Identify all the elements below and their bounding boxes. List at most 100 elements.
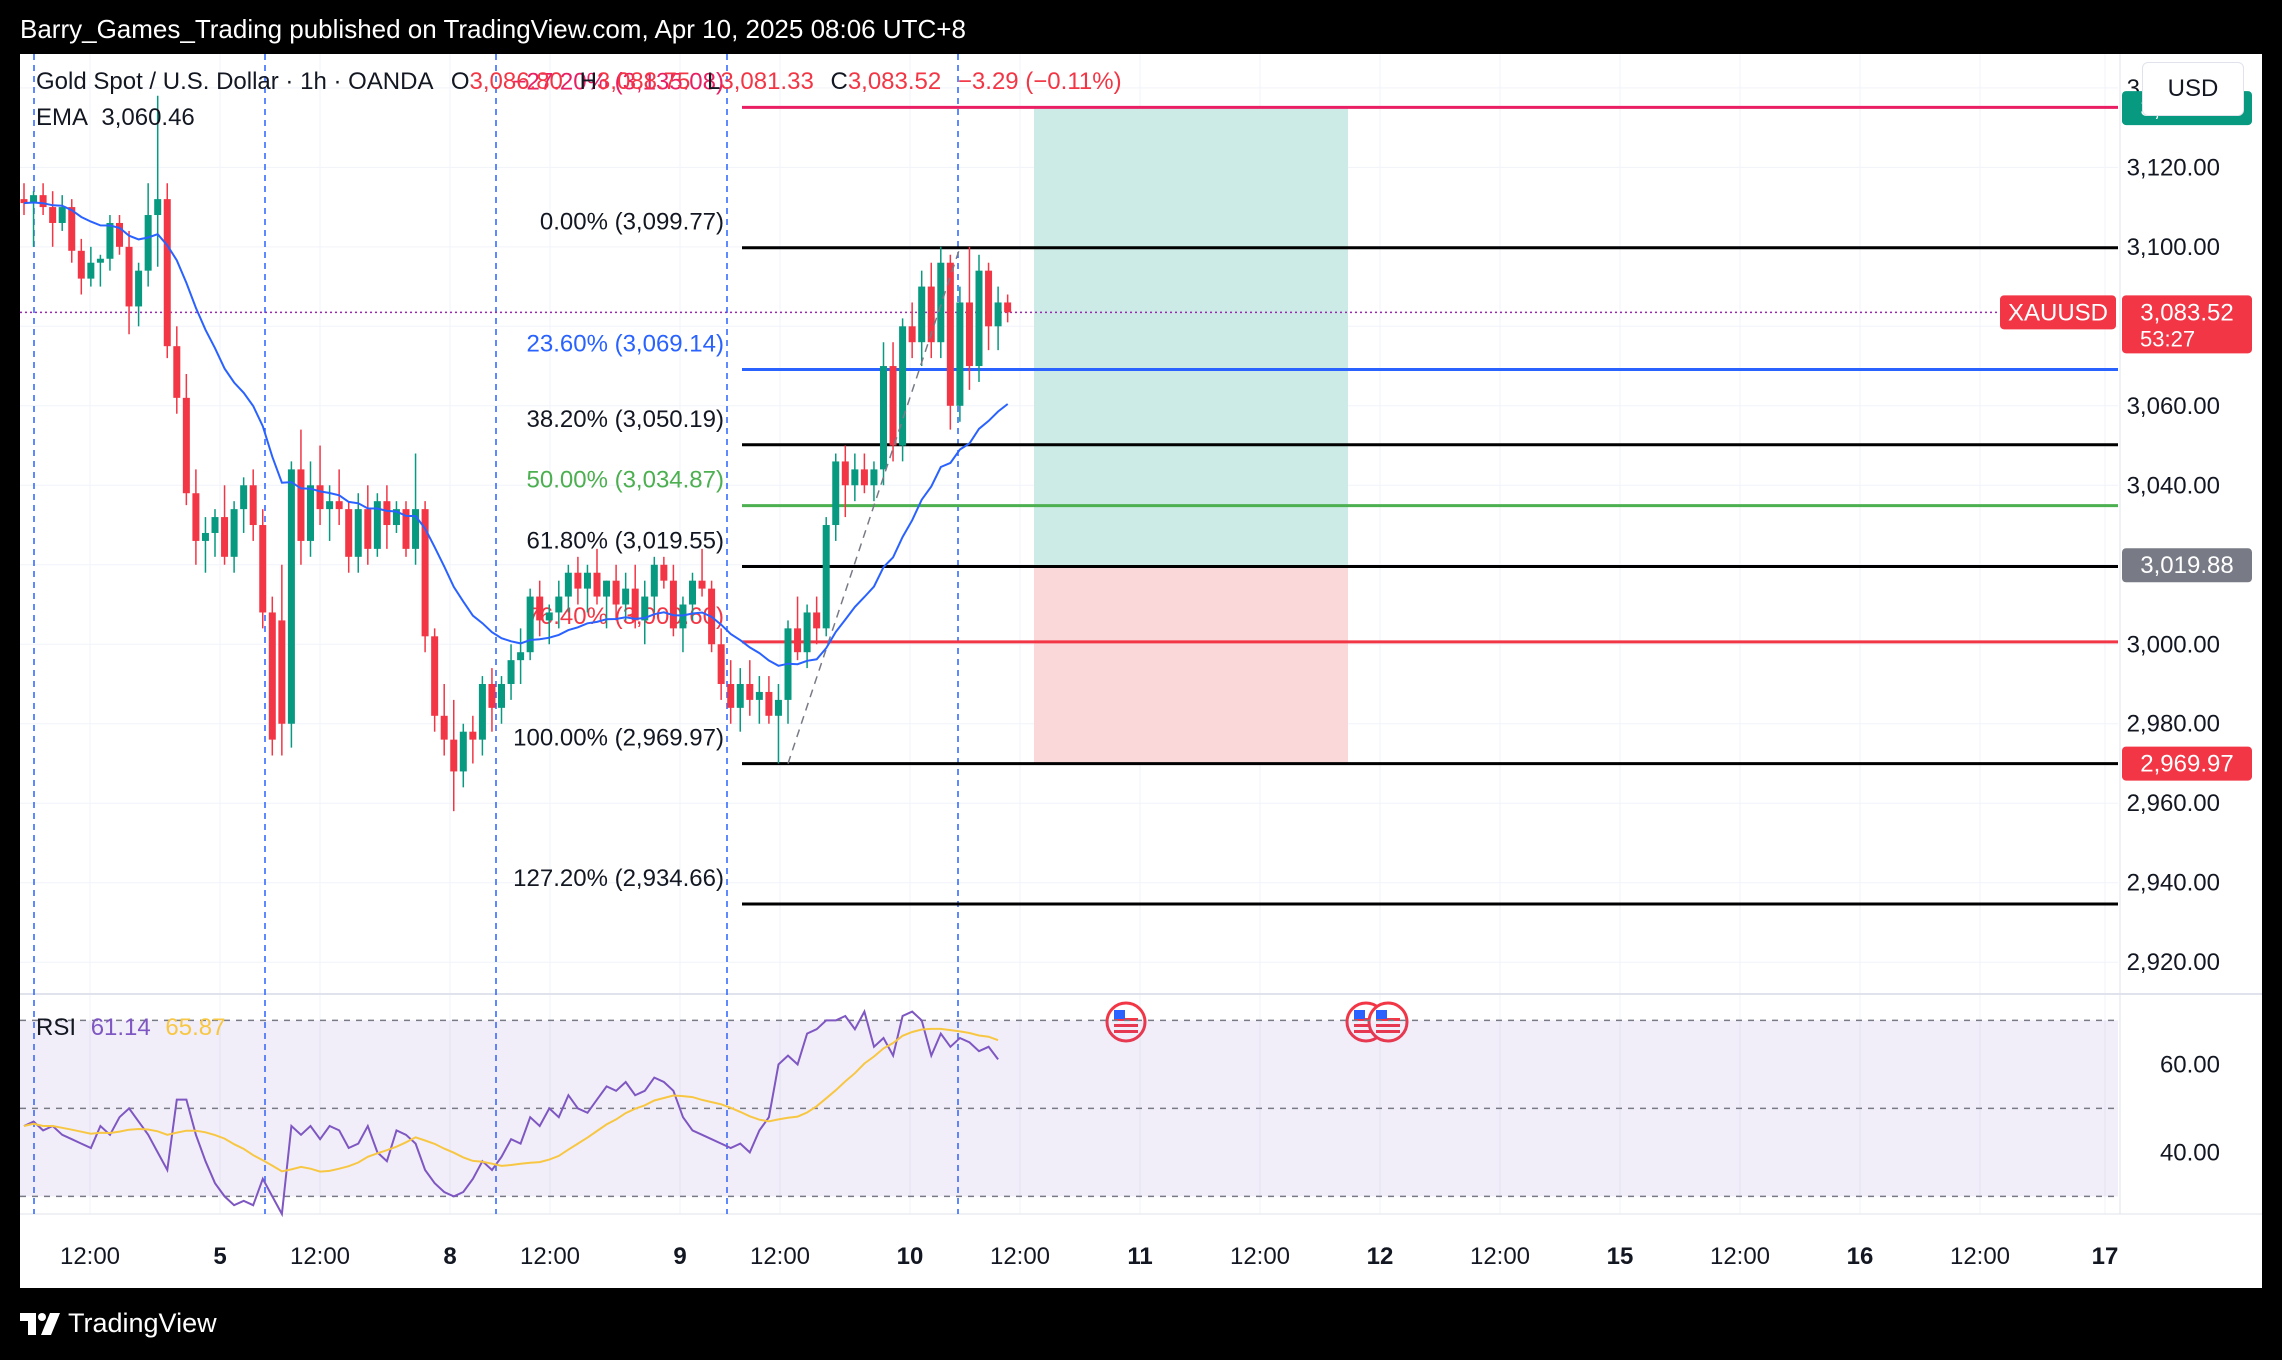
us-flag-stripe bbox=[1114, 1018, 1138, 1021]
candle-body bbox=[908, 326, 916, 343]
rsi-legend: RSI 61.14 65.87 bbox=[36, 1014, 225, 1042]
candle-body bbox=[259, 525, 267, 613]
candle-body bbox=[736, 684, 744, 708]
fib-level-label: 50.00% (3,034.87) bbox=[527, 467, 724, 494]
candle-body bbox=[612, 580, 620, 605]
candle-body bbox=[536, 596, 544, 621]
time-axis-label: 12:00 bbox=[1950, 1243, 2010, 1270]
time-axis-label: 12:00 bbox=[60, 1243, 120, 1270]
time-axis-label: 12:00 bbox=[990, 1243, 1050, 1270]
candle-body bbox=[106, 222, 114, 259]
candle-body bbox=[116, 222, 123, 247]
candle-body bbox=[803, 612, 811, 653]
us-flag-canton bbox=[1354, 1010, 1365, 1019]
rsi-axis-label: 40.00 bbox=[2160, 1139, 2220, 1166]
candle-body bbox=[555, 596, 563, 613]
ema-label: EMA bbox=[36, 104, 87, 131]
candle-body bbox=[985, 270, 993, 327]
symbol-title: Gold Spot / U.S. Dollar · 1h · OANDA bbox=[36, 68, 433, 95]
price-tag bbox=[2122, 548, 2252, 583]
time-axis-label: 12:00 bbox=[1710, 1243, 1770, 1270]
chart-area[interactable]: −27.20% (3,135.08) 0.00% (3,099.77) 23.60%… bbox=[20, 54, 2262, 1288]
us-flag-stripe bbox=[1354, 1024, 1378, 1027]
candle-body bbox=[412, 509, 420, 549]
countdown-label: 53:27 bbox=[2140, 326, 2195, 351]
price-chart[interactable]: −27.20% (3,135.08) 0.00% (3,099.77) 23.60%… bbox=[20, 54, 2262, 1288]
currency-button[interactable]: USD bbox=[2142, 62, 2244, 116]
candle-body bbox=[77, 250, 85, 279]
ema-legend: EMA 3,060.46 bbox=[36, 104, 195, 132]
candle-body bbox=[564, 572, 572, 597]
rsi-line bbox=[23, 1008, 999, 1218]
candle-body bbox=[135, 270, 143, 307]
candle-body bbox=[20, 199, 28, 204]
candle-body bbox=[870, 469, 878, 486]
price-tag-value: 3,083.52 bbox=[2140, 299, 2233, 326]
candle-body bbox=[746, 684, 754, 700]
candle-body bbox=[717, 644, 725, 684]
candle-body bbox=[526, 596, 534, 653]
candle-body bbox=[421, 509, 429, 637]
candle-body bbox=[307, 485, 314, 541]
candle-body bbox=[431, 636, 439, 716]
time-axis-label: 11 bbox=[1127, 1243, 1152, 1270]
footer-brand[interactable]: TradingView bbox=[20, 1308, 217, 1339]
candle-body bbox=[507, 660, 515, 684]
candle-body bbox=[650, 564, 658, 597]
candle-body bbox=[87, 262, 95, 279]
candle-body bbox=[488, 684, 496, 708]
candle-body bbox=[459, 731, 467, 772]
fib-level-label: 100.00% (2,969.97) bbox=[513, 725, 724, 752]
candle-body bbox=[631, 588, 639, 621]
candle-body bbox=[603, 580, 611, 597]
candle-body bbox=[221, 517, 229, 557]
candle-body bbox=[698, 580, 706, 589]
candle-body bbox=[287, 469, 295, 724]
candle-body bbox=[1004, 302, 1012, 313]
candle-body bbox=[574, 572, 582, 589]
candle-body bbox=[96, 258, 104, 263]
candle-body bbox=[249, 485, 257, 526]
candle-body bbox=[660, 564, 668, 581]
symbol-legend: Gold Spot / U.S. Dollar · 1h · OANDA O 3,… bbox=[36, 68, 1122, 96]
candle-body bbox=[937, 262, 945, 343]
price-axis-label: 3,120.00 bbox=[2127, 154, 2220, 181]
ema-line bbox=[23, 201, 1009, 667]
candle-body bbox=[240, 485, 248, 510]
candle-body bbox=[889, 366, 897, 446]
candle-body bbox=[727, 684, 735, 708]
rsi-ma-value: 65.87 bbox=[165, 1014, 226, 1041]
candle-body bbox=[440, 715, 448, 740]
tradingview-logo-icon bbox=[20, 1312, 60, 1335]
time-axis-label: 17 bbox=[2092, 1243, 2119, 1270]
candle-body bbox=[593, 572, 601, 597]
candle-body bbox=[918, 286, 926, 343]
us-flag-stripe bbox=[1376, 1024, 1400, 1027]
candle-body bbox=[975, 270, 983, 367]
fib-level-label: 38.20% (3,050.19) bbox=[527, 406, 724, 433]
candle-body bbox=[965, 302, 973, 367]
rsi-axis-label: 60.00 bbox=[2160, 1051, 2220, 1078]
high-label: H bbox=[579, 68, 597, 95]
candle-body bbox=[517, 652, 525, 661]
candle-body bbox=[192, 493, 200, 541]
candle-body bbox=[583, 572, 591, 589]
candle-body bbox=[841, 461, 849, 486]
candle-body bbox=[383, 501, 391, 526]
candle-body bbox=[125, 246, 133, 307]
time-axis-label: 15 bbox=[1607, 1243, 1634, 1270]
time-axis-label: 10 bbox=[897, 1243, 924, 1270]
candle-body bbox=[813, 612, 821, 629]
candle-body bbox=[402, 509, 410, 549]
ema-value: 3,060.46 bbox=[101, 104, 195, 131]
open-label: O bbox=[450, 68, 470, 95]
time-axis-label: 12:00 bbox=[520, 1243, 580, 1270]
price-tag-value: 2,969.97 bbox=[2140, 751, 2233, 778]
candle-body bbox=[30, 195, 38, 204]
price-axis-label: 2,940.00 bbox=[2127, 870, 2220, 897]
symbol-tag-label: XAUUSD bbox=[2008, 299, 2108, 326]
us-flag-stripe bbox=[1114, 1030, 1138, 1033]
rsi-label: RSI bbox=[36, 1014, 77, 1041]
candle-body bbox=[230, 509, 238, 557]
low-value: 3,081.33 bbox=[720, 68, 814, 95]
